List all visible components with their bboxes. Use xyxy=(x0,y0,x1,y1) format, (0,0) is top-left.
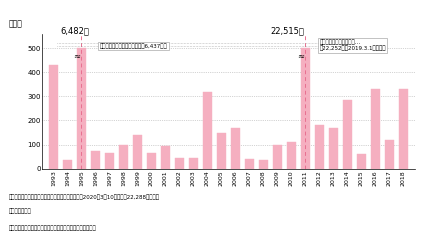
Bar xyxy=(105,153,114,169)
Bar xyxy=(329,128,338,169)
Bar xyxy=(133,135,142,169)
Text: ている。: ている。 xyxy=(8,209,31,214)
Bar xyxy=(161,146,170,169)
Bar xyxy=(119,145,128,169)
Bar xyxy=(357,154,366,169)
Bar xyxy=(399,89,408,169)
Bar xyxy=(259,160,268,169)
Bar xyxy=(63,160,72,169)
Bar xyxy=(371,89,380,169)
Bar xyxy=(315,125,324,169)
Text: ≈: ≈ xyxy=(73,51,80,60)
Text: 資料）　内閣府「令和元年版防災白書」より国土交通省作成: 資料） 内閣府「令和元年版防災白書」より国土交通省作成 xyxy=(8,226,96,231)
Text: （人）: （人） xyxy=(9,19,23,28)
Bar xyxy=(91,151,100,169)
Bar xyxy=(203,92,212,169)
Text: （注）　東日本大震災の死亡者数・行方不明者数は2020年3月10日時点で22,288人となっ: （注） 東日本大震災の死亡者数・行方不明者数は2020年3月10日時点で22,2… xyxy=(8,194,159,200)
Text: 主な災害：阪神・淡路大震災（6,437人）: 主な災害：阪神・淡路大震災（6,437人） xyxy=(100,43,168,49)
Bar xyxy=(385,140,394,169)
Bar xyxy=(231,128,240,169)
Text: 主な災害：東日本大震災…
（22,252人（2019.3.1現在））: 主な災害：東日本大震災… （22,252人（2019.3.1現在）） xyxy=(319,39,386,51)
Bar xyxy=(273,145,282,169)
Bar xyxy=(49,65,58,169)
Text: 22,515人: 22,515人 xyxy=(270,26,304,35)
Bar xyxy=(175,158,184,169)
Bar xyxy=(189,158,198,169)
Bar xyxy=(147,153,156,169)
Bar xyxy=(245,159,254,169)
Text: ≈: ≈ xyxy=(297,51,304,60)
Bar xyxy=(301,48,310,169)
Bar xyxy=(77,48,86,169)
Bar xyxy=(217,133,226,169)
Bar xyxy=(287,142,296,169)
Bar xyxy=(343,100,352,169)
Text: 6,482人: 6,482人 xyxy=(60,26,89,35)
